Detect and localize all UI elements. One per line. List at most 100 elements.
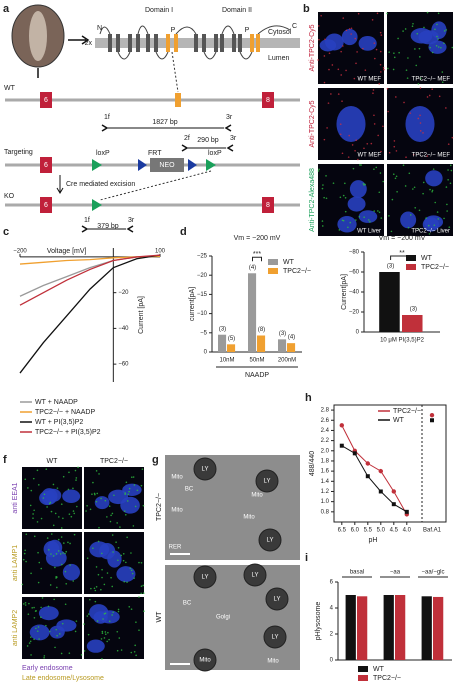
signal — [108, 620, 111, 623]
signal — [373, 42, 376, 45]
signal — [434, 201, 437, 204]
organelle — [258, 528, 282, 552]
nucleus — [358, 210, 378, 223]
y-tick-label: −60 — [118, 362, 129, 368]
caption: TPC2−/− Liver — [411, 229, 450, 235]
em-label: Mito — [251, 493, 263, 499]
chart-title: Vm = −200 mV — [379, 235, 426, 242]
signal — [130, 608, 133, 610]
signal — [115, 541, 117, 543]
signal — [140, 585, 143, 588]
y-tick-label: −20 — [118, 290, 129, 296]
signal — [425, 217, 427, 219]
nucleus — [45, 488, 62, 502]
legend-label: TPC2−/− + PI(3,5)P2 — [35, 429, 101, 436]
x-axis-label: Voltage [mV] — [47, 248, 87, 255]
signal — [65, 550, 68, 553]
signal — [418, 209, 421, 212]
marker — [404, 509, 409, 514]
signal — [67, 541, 69, 544]
signal — [436, 23, 438, 26]
signal — [426, 11, 429, 14]
signal — [405, 69, 408, 71]
signal — [125, 481, 128, 484]
column-label: WT — [47, 458, 59, 465]
signal — [445, 107, 447, 109]
y-tick-label: 2 — [330, 632, 334, 638]
signal — [423, 26, 425, 29]
signal — [45, 624, 47, 627]
nucleus — [325, 33, 344, 51]
y-tick-label: −40 — [118, 326, 129, 332]
signal — [344, 182, 346, 185]
signal — [76, 505, 78, 508]
signal — [323, 196, 325, 199]
signal — [113, 494, 115, 497]
signal — [80, 654, 83, 656]
signal — [49, 501, 52, 504]
signal — [95, 500, 98, 503]
signal — [435, 45, 438, 47]
signal — [69, 542, 71, 545]
y-tick-label: 1.6 — [321, 469, 330, 475]
signal — [414, 206, 417, 209]
signal — [438, 95, 441, 98]
signal — [92, 481, 94, 484]
signal — [25, 560, 27, 563]
signal — [49, 584, 52, 586]
legend-label: WT — [421, 255, 433, 262]
signal — [364, 183, 366, 186]
organelle — [193, 457, 217, 481]
x-tick-label: 200nM — [278, 358, 296, 364]
y-tick-label: 2.2 — [321, 438, 330, 444]
signal — [72, 510, 75, 512]
signal — [339, 133, 342, 136]
signal — [64, 552, 66, 555]
signal — [320, 14, 322, 17]
marker — [378, 468, 383, 474]
signal — [355, 139, 358, 141]
signal — [22, 603, 25, 605]
signal — [394, 177, 397, 180]
signal — [445, 29, 448, 31]
bar — [218, 334, 227, 352]
signal — [60, 527, 63, 529]
signal — [441, 71, 444, 73]
signal — [404, 185, 407, 187]
signal — [52, 555, 55, 557]
legend-label: WT — [373, 666, 385, 673]
signal — [30, 572, 32, 575]
signal — [427, 224, 430, 227]
signal — [33, 509, 35, 512]
signal — [417, 117, 420, 120]
signal — [83, 650, 86, 652]
signal — [355, 62, 357, 65]
marker — [430, 418, 434, 423]
x-tick-label: 5.5 — [364, 528, 373, 534]
marker — [391, 502, 396, 507]
signal — [413, 186, 416, 189]
caption: WT MEF — [357, 77, 381, 83]
signal — [142, 592, 145, 594]
signal — [449, 164, 452, 167]
signal — [133, 577, 135, 579]
signal — [118, 637, 121, 639]
signal — [87, 633, 90, 636]
signal — [341, 100, 343, 102]
signal — [89, 508, 92, 511]
signal — [330, 93, 332, 95]
signal — [98, 473, 100, 475]
helix — [108, 34, 112, 52]
signal — [331, 64, 334, 66]
helix — [128, 34, 132, 52]
signal — [441, 81, 444, 84]
signal — [111, 512, 114, 515]
signal — [124, 493, 126, 495]
bar — [287, 343, 296, 352]
signal — [47, 605, 50, 608]
signal — [108, 505, 111, 508]
signal — [323, 138, 326, 141]
signal — [352, 167, 355, 170]
signal — [40, 616, 42, 618]
signal — [101, 552, 103, 555]
